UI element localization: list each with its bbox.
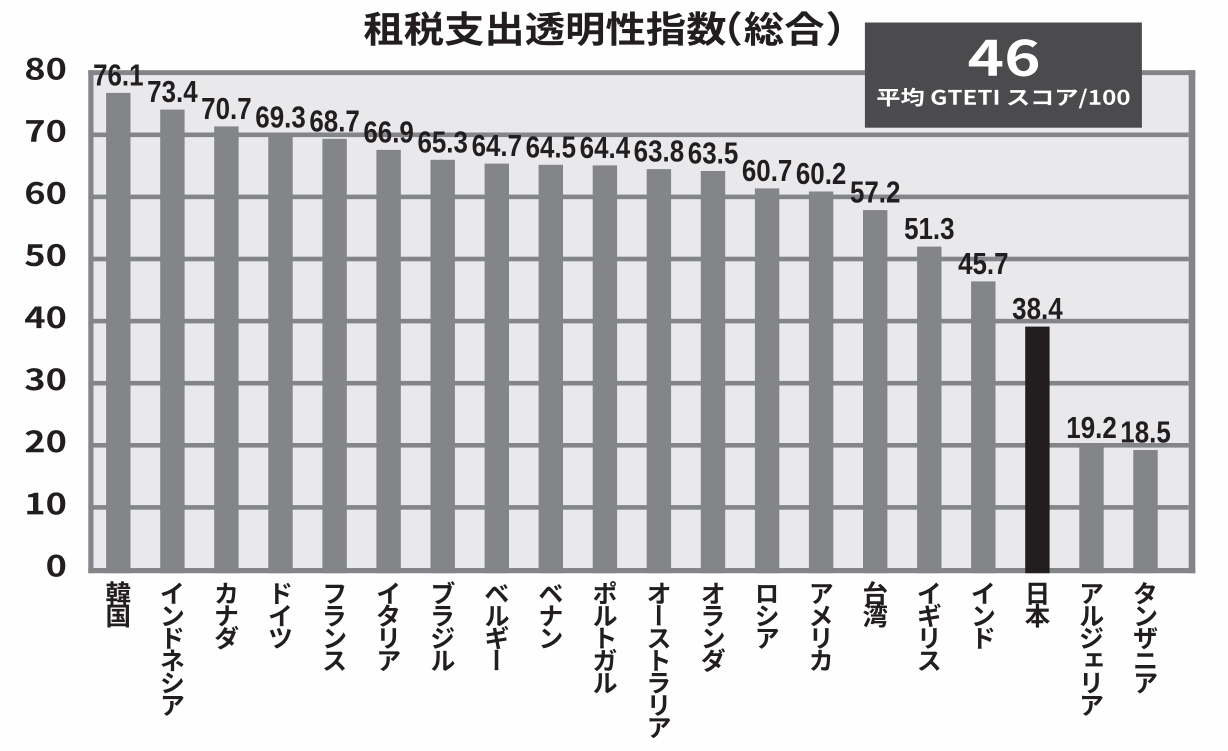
svg-text:63.8: 63.8 [634,134,684,168]
svg-text:18.5: 18.5 [1120,414,1170,448]
svg-text:19.2: 19.2 [1066,410,1116,444]
svg-text:60.2: 60.2 [796,156,846,190]
svg-text:64.7: 64.7 [472,128,522,162]
svg-text:65.3: 65.3 [417,124,467,158]
svg-text:57.2: 57.2 [850,175,900,209]
svg-text:64.5: 64.5 [526,129,576,163]
svg-text:66.9: 66.9 [363,114,413,148]
svg-text:73.4: 73.4 [147,74,198,108]
svg-text:45.7: 45.7 [958,246,1008,280]
svg-text:63.5: 63.5 [688,135,738,169]
svg-text:69.3: 69.3 [255,99,305,133]
svg-text:38.4: 38.4 [1012,291,1063,325]
svg-text:70.7: 70.7 [201,91,251,125]
svg-text:68.7: 68.7 [309,103,359,137]
svg-text:64.4: 64.4 [580,130,631,164]
svg-text:51.3: 51.3 [904,211,954,245]
svg-text:60.7: 60.7 [742,153,792,187]
svg-text:76.1: 76.1 [93,57,143,91]
